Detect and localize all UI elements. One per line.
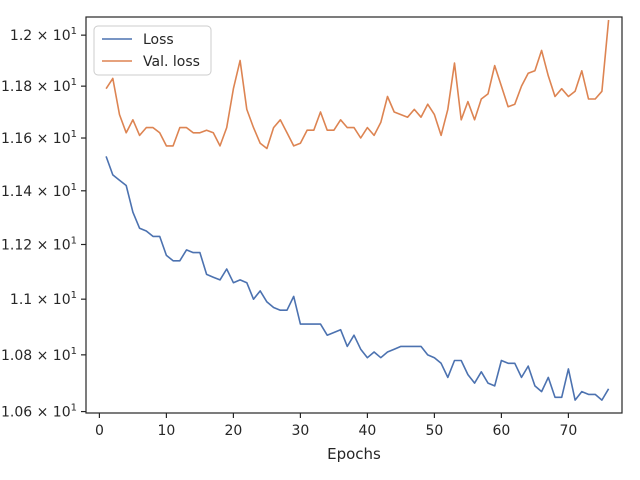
x-tick-label: 10 [157, 423, 175, 439]
y-tick-label: 1.14 × 101 [1, 182, 77, 200]
y-tick-label: 1.16 × 101 [1, 129, 77, 147]
y-axis-ticks: 1.06 × 101 1.08 × 101 1.1 × 101 1.12 × 101 1… [1, 26, 86, 421]
y-tick-label: 1.06 × 101 [1, 403, 77, 421]
x-tick-label: 40 [358, 423, 376, 439]
series-layer [105, 19, 610, 401]
legend-label-val-loss: Val. loss [143, 54, 200, 70]
plot-area [85, 16, 623, 414]
legend: Loss Val. loss [93, 25, 212, 76]
x-tick-label: 60 [492, 423, 510, 439]
legend-label-loss: Loss [143, 32, 174, 48]
series-line-loss [105, 156, 610, 401]
y-tick-label: 1.2 × 101 [10, 26, 77, 44]
x-tick-label: 0 [95, 423, 104, 439]
x-tick-label: 30 [291, 423, 309, 439]
y-tick-label: 1.18 × 101 [1, 77, 77, 95]
y-tick-label: 1.08 × 101 [1, 346, 77, 364]
y-tick-label: 1.12 × 101 [1, 235, 77, 253]
series-line-val-loss [105, 19, 610, 150]
x-tick-label: 20 [224, 423, 242, 439]
y-tick-label: 1.1 × 101 [10, 290, 77, 308]
x-axis-ticks: 0 10 20 30 40 50 60 70 [95, 413, 577, 439]
axes-frame [85, 16, 623, 414]
x-tick-label: 70 [559, 423, 577, 439]
x-axis-label: Epochs [327, 445, 381, 463]
x-tick-label: 50 [425, 423, 443, 439]
